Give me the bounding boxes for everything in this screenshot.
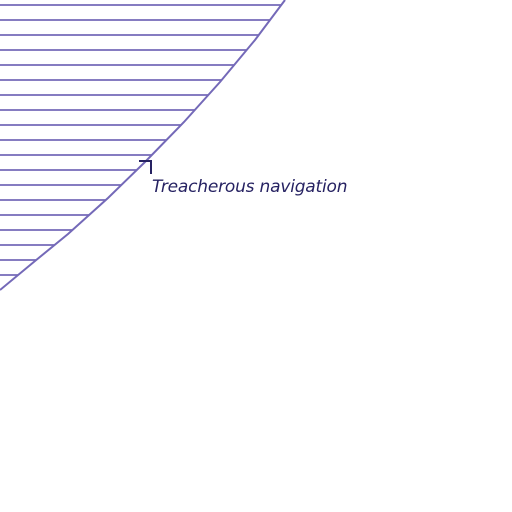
label-leader-line <box>139 160 152 174</box>
hazard-zone-hatching <box>0 4 282 276</box>
hazard-zone-treacherous-navigation <box>0 0 286 291</box>
hazard-zone-label: Treacherous navigation <box>152 177 347 197</box>
